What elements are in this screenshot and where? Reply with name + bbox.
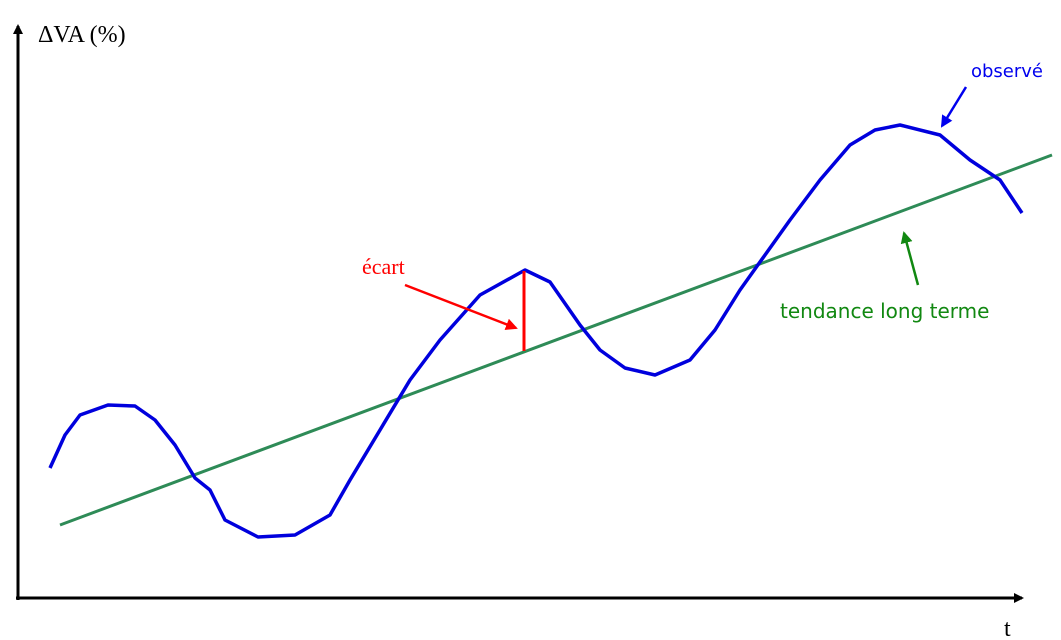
gap-label: écart: [362, 254, 405, 279]
observed-curve: [48, 123, 1024, 539]
trend-label: tendance long terme: [780, 299, 989, 323]
observed-arrow: [940, 86, 968, 128]
trend-arrow: [900, 231, 920, 286]
gap-arrow: [404, 283, 518, 330]
trend-line: [59, 153, 1053, 527]
y-axis-label: ΔVA (%): [38, 22, 126, 48]
observed-label: observé: [971, 61, 1043, 82]
x-axis-label: t: [1004, 616, 1011, 640]
